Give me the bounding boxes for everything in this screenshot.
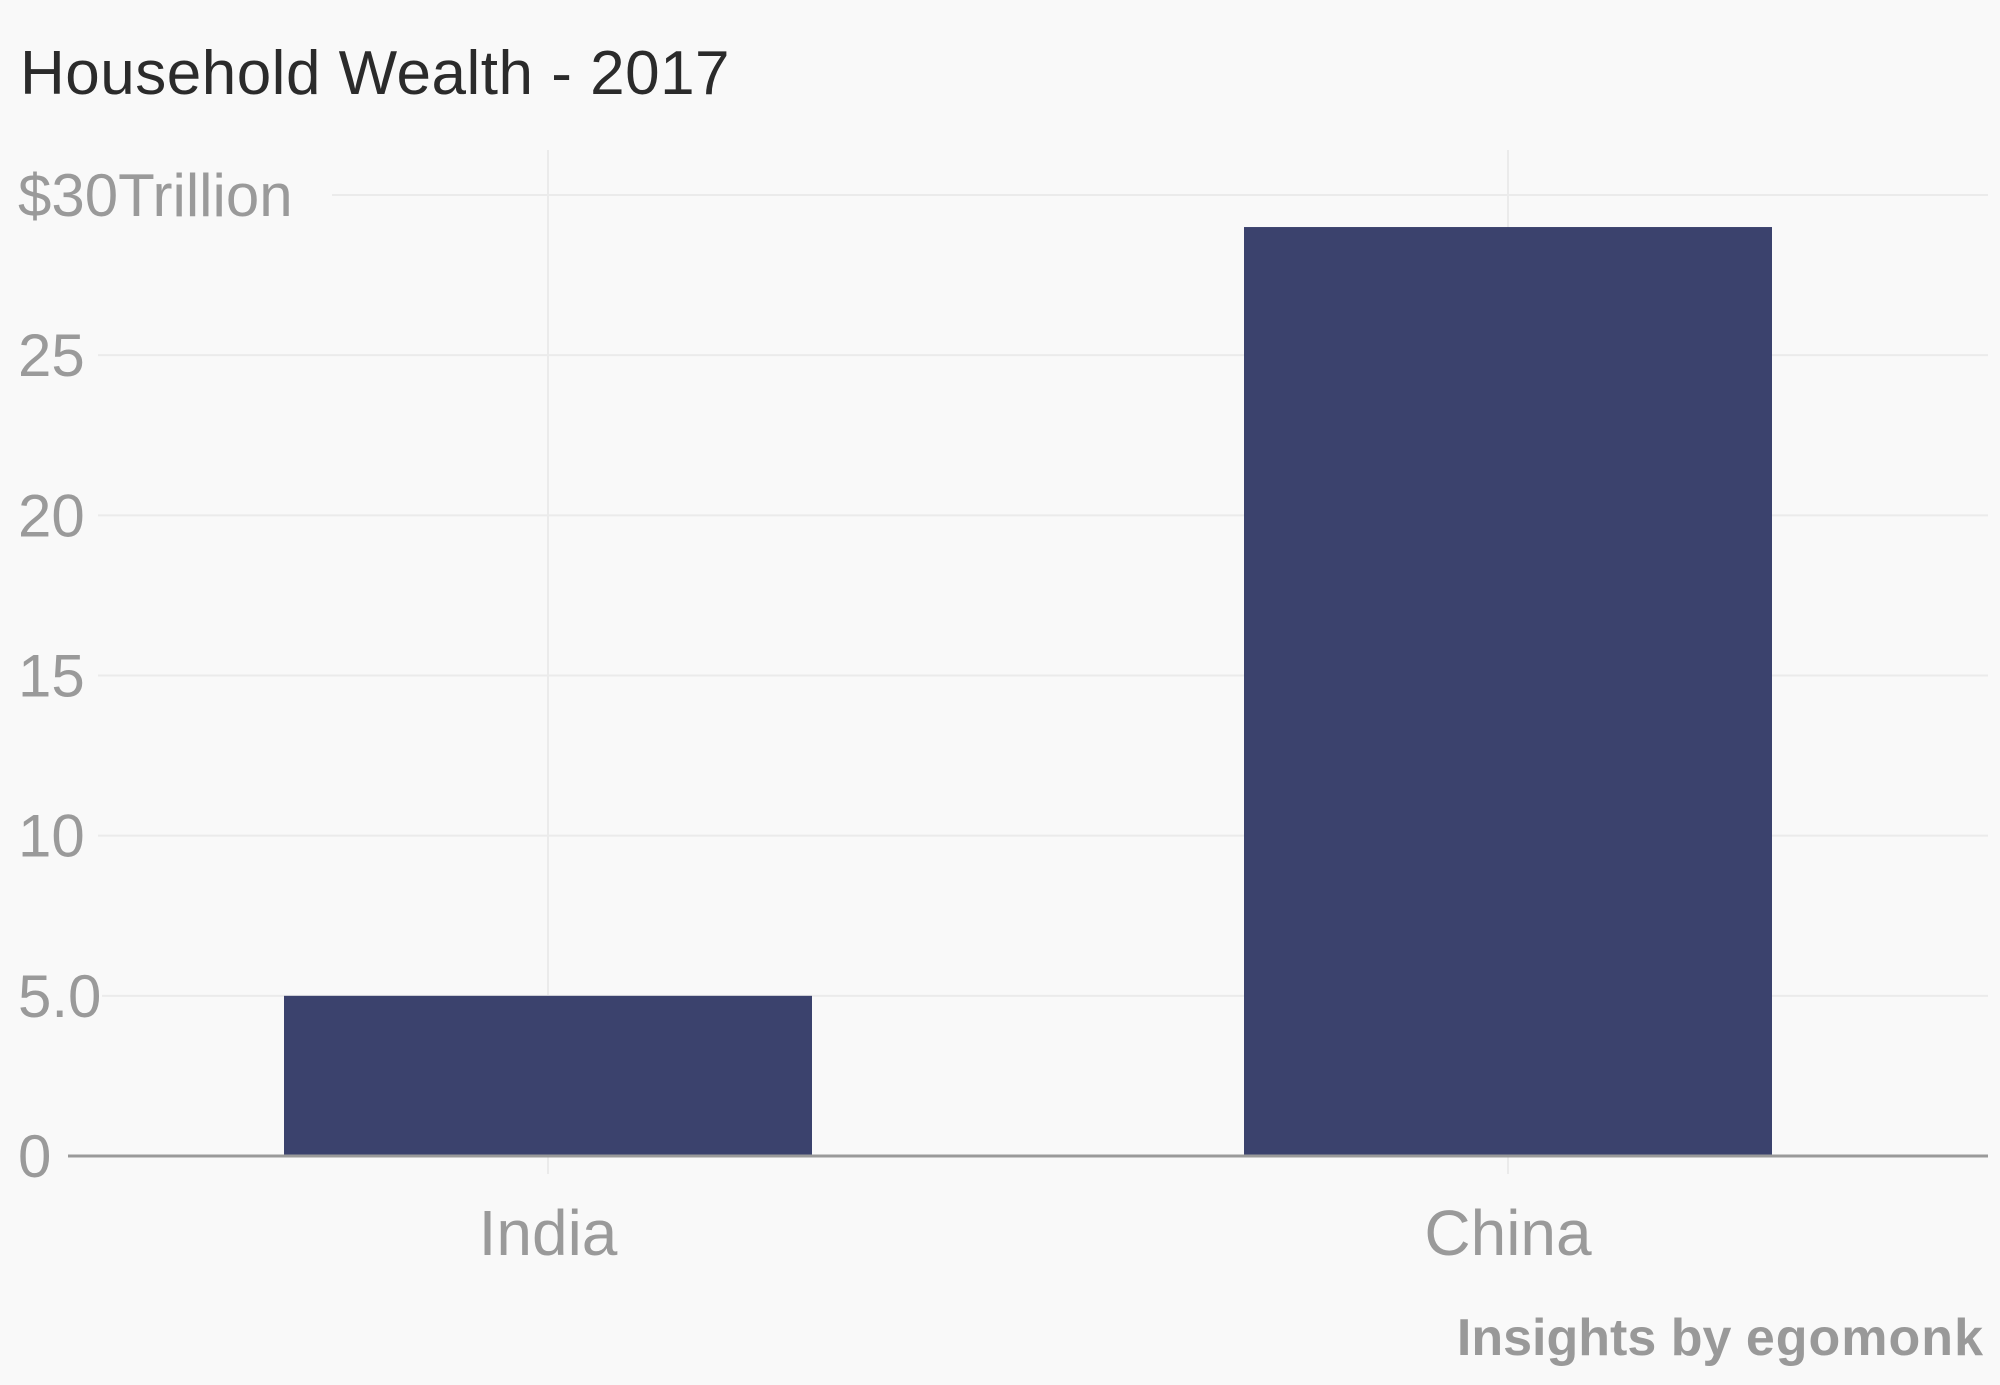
source-credit: Insights by egomonk [1457, 1308, 1984, 1368]
y-tick-label: 10 [18, 803, 85, 870]
credit-prefix: Insights by [1456, 1309, 1732, 1367]
y-tick-label: $30Trillion [18, 162, 293, 229]
y-tick-label: 5.0 [18, 963, 101, 1030]
x-tick-label: India [479, 1197, 618, 1269]
bar-china [1244, 227, 1772, 1157]
y-tick-label: 15 [18, 643, 85, 710]
tick-labels: $30Trillion 25 20 15 10 5.0 0 India China [18, 162, 1592, 1269]
chart-title: Household Wealth - 2017 [20, 39, 731, 108]
bars [284, 227, 1772, 1157]
y-tick-label: 25 [18, 322, 85, 389]
credit-brand-logo: egomonk [1745, 1309, 1984, 1367]
y-tick-label: 20 [18, 482, 85, 549]
y-tick-label: 0 [18, 1123, 51, 1190]
bar-india [284, 995, 812, 1156]
x-tick-label: China [1424, 1197, 1592, 1269]
